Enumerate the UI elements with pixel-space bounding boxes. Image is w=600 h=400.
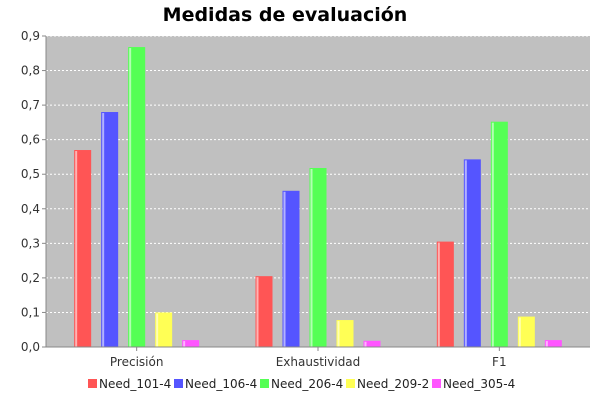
bar-highlight [102, 113, 105, 348]
y-tick-label: 0,1 [21, 305, 40, 319]
bars [74, 47, 562, 348]
y-tick-label: 0,6 [21, 133, 40, 147]
bar [182, 340, 200, 347]
bar [336, 320, 354, 347]
bar-highlight [437, 242, 440, 347]
y-tick-label: 0,5 [21, 167, 40, 181]
y-tick-label: 0,3 [21, 236, 40, 250]
legend-label: Need_106-4 [185, 377, 257, 391]
bar-highlight [364, 341, 367, 347]
bar-highlight [283, 191, 286, 347]
legend-label: Need_305-4 [443, 377, 515, 391]
bar [490, 121, 508, 347]
x-tick-label: F1 [492, 355, 507, 369]
bar [101, 112, 119, 348]
x-tick-label: Precisión [110, 355, 164, 369]
bar [309, 168, 327, 347]
y-tick-label: 0,9 [21, 29, 40, 43]
bar [544, 340, 562, 347]
bar-highlight [256, 277, 259, 347]
bar-highlight [310, 169, 313, 347]
legend-label: Need_206-4 [271, 377, 343, 391]
y-tick-label: 0,4 [21, 202, 40, 216]
legend-swatch [432, 379, 441, 388]
legend-label: Need_209-2 [357, 377, 429, 391]
legend-swatch [260, 379, 269, 388]
axes: 0,0 0,1 0,2 0,3 0,4 0,5 0,6 0,7 0,8 0,9 Precisión E… [21, 29, 590, 369]
bar-highlight [518, 317, 521, 347]
y-tick-label: 0,2 [21, 271, 40, 285]
bar [74, 150, 92, 347]
legend-swatch [174, 379, 183, 388]
bar-highlight [129, 48, 132, 348]
bar [155, 312, 173, 347]
legend-swatch [88, 379, 97, 388]
bar-highlight [545, 341, 548, 347]
x-tick-label: Exhaustividad [276, 355, 361, 369]
y-tick-label: 0,7 [21, 98, 40, 112]
bar-highlight [156, 313, 159, 347]
legend-label: Need_101-4 [99, 377, 171, 391]
bar [463, 159, 481, 347]
bar [128, 47, 146, 348]
bar-highlight [75, 151, 78, 347]
bar-highlight [491, 122, 494, 347]
chart-title: Medidas de evaluación [163, 4, 408, 26]
bar [436, 241, 454, 347]
bar [282, 190, 300, 347]
legend: Need_101-4 Need_106-4 Need_206-4 Need_209-2… [88, 377, 515, 391]
bar [517, 316, 535, 347]
bar-highlight [337, 321, 340, 347]
bar [255, 276, 273, 347]
y-tick-label: 0,8 [21, 64, 40, 78]
bar-highlight [464, 160, 467, 347]
bar-highlight [183, 341, 186, 347]
y-tick-label: 0,0 [21, 340, 40, 354]
bar [363, 340, 381, 347]
legend-swatch [346, 379, 355, 388]
